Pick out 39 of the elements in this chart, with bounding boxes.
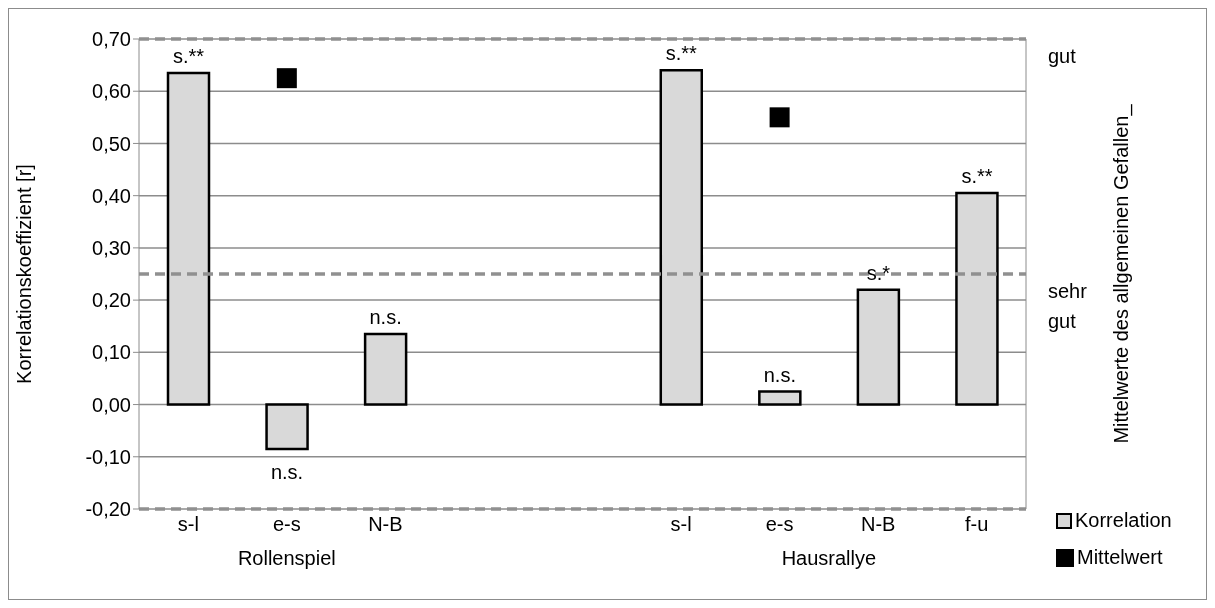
legend-label: Korrelation bbox=[1075, 509, 1172, 532]
data-label: s.** bbox=[961, 165, 993, 188]
bar bbox=[659, 69, 704, 406]
data-label: s.** bbox=[172, 44, 205, 67]
y-tick-label: 0,20 bbox=[92, 289, 131, 312]
y-tick-label: 0,40 bbox=[92, 184, 131, 207]
y-tick-label: 0,70 bbox=[92, 28, 131, 51]
text: Hausrallye bbox=[781, 547, 877, 569]
bar bbox=[265, 403, 309, 451]
legend-label: Mittelwert bbox=[1077, 546, 1163, 569]
data-label: s.** bbox=[665, 42, 698, 65]
y-tick-label: 0,10 bbox=[92, 341, 131, 364]
y-tick-label: 0,60 bbox=[92, 80, 131, 103]
x-tick-label: s-l bbox=[177, 513, 199, 536]
y2-axis-title: Mittelwerte des allgemeinen Gefallen_ bbox=[1110, 103, 1134, 444]
data-label: n.s. bbox=[763, 363, 796, 386]
bar bbox=[955, 191, 999, 406]
x-tick-label: e-s bbox=[765, 513, 794, 536]
x-tick-label: N-B bbox=[368, 513, 403, 536]
bar bbox=[758, 390, 802, 406]
data-label: n.s. bbox=[270, 460, 304, 483]
bar bbox=[856, 288, 901, 406]
y-tick-label: 0,00 bbox=[92, 393, 131, 416]
data-label: n.s. bbox=[369, 306, 402, 329]
y-tick-label: 0,30 bbox=[92, 236, 131, 259]
bar bbox=[166, 71, 211, 406]
x-tick-label: f-u bbox=[965, 513, 989, 536]
ref-line-label: sehr gut bbox=[1048, 280, 1088, 332]
y-tick-label: 0,50 bbox=[92, 132, 131, 155]
text: Rollenspiel bbox=[237, 547, 336, 569]
y-tick-label: -0,10 bbox=[85, 445, 131, 468]
x-tick-label: s-l bbox=[670, 513, 692, 536]
y-tick-label: -0,20 bbox=[85, 498, 131, 521]
x-tick-label: N-B bbox=[860, 513, 896, 536]
bar bbox=[363, 332, 408, 406]
ref-line-label: gut bbox=[1048, 45, 1077, 67]
data-label: s.* bbox=[866, 261, 891, 284]
y-axis-title: Korrelationskoeffizient [r] bbox=[13, 164, 36, 384]
x-tick-label: e-s bbox=[272, 513, 301, 536]
